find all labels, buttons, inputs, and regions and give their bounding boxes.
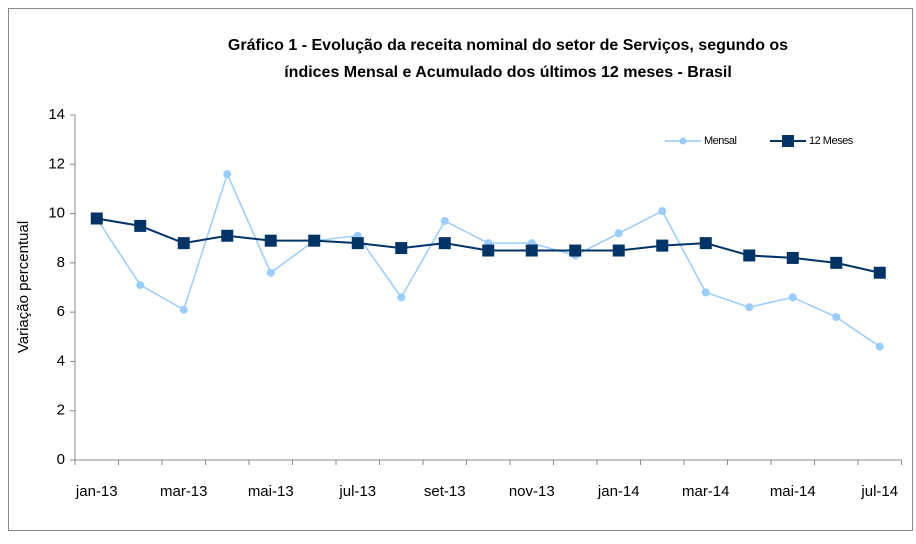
marker bbox=[482, 244, 495, 257]
marker bbox=[658, 207, 667, 216]
marker bbox=[351, 237, 364, 250]
y-tick-label: 2 bbox=[57, 402, 65, 419]
marker bbox=[440, 216, 449, 225]
marker bbox=[90, 212, 103, 225]
marker bbox=[525, 244, 538, 257]
legend-marker bbox=[679, 137, 687, 145]
y-axis-label: Variação percentual bbox=[15, 221, 32, 353]
y-tick-label: 0 bbox=[57, 451, 65, 468]
marker bbox=[745, 303, 754, 312]
marker bbox=[264, 234, 277, 247]
marker bbox=[830, 256, 843, 269]
y-tick-label: 4 bbox=[57, 352, 65, 369]
marker bbox=[134, 219, 147, 232]
legend-label: 12 Meses bbox=[809, 135, 854, 147]
marker bbox=[266, 268, 275, 277]
x-tick-label: set-13 bbox=[424, 483, 466, 500]
marker bbox=[397, 293, 406, 302]
y-tick-label: 8 bbox=[57, 254, 65, 271]
marker bbox=[223, 170, 232, 179]
marker bbox=[569, 244, 582, 257]
marker bbox=[832, 313, 841, 322]
marker bbox=[875, 342, 884, 351]
marker bbox=[701, 288, 710, 297]
x-tick-label: mar-13 bbox=[160, 483, 208, 500]
x-tick-label: jan-13 bbox=[75, 483, 118, 500]
x-tick-label: mai-14 bbox=[770, 483, 816, 500]
y-tick-label: 12 bbox=[48, 155, 65, 172]
marker bbox=[873, 266, 886, 279]
x-tick-label: mar-14 bbox=[682, 483, 730, 500]
marker bbox=[612, 244, 625, 257]
legend-marker bbox=[782, 135, 794, 147]
x-tick-label: jan-14 bbox=[597, 483, 640, 500]
marker bbox=[308, 234, 321, 247]
chart-title: Gráfico 1 - Evolução da receita nominal … bbox=[228, 37, 788, 54]
marker bbox=[395, 242, 408, 255]
marker bbox=[177, 237, 190, 250]
x-tick-label: jul-13 bbox=[338, 483, 376, 500]
marker bbox=[179, 305, 188, 314]
marker bbox=[699, 237, 712, 250]
chart-subtitle: índices Mensal e Acumulado dos últimos 1… bbox=[284, 64, 732, 81]
x-tick-label: mai-13 bbox=[248, 483, 294, 500]
marker bbox=[136, 281, 145, 290]
marker bbox=[656, 239, 669, 252]
y-tick-label: 14 bbox=[48, 106, 65, 123]
marker bbox=[221, 229, 234, 242]
x-tick-label: jul-14 bbox=[860, 483, 898, 500]
marker bbox=[438, 237, 451, 250]
legend-label: Mensal bbox=[704, 135, 737, 147]
y-tick-label: 10 bbox=[48, 205, 65, 222]
marker bbox=[614, 229, 623, 238]
marker bbox=[743, 249, 756, 262]
marker bbox=[788, 293, 797, 302]
x-tick-label: nov-13 bbox=[509, 483, 555, 500]
chart-frame bbox=[8, 8, 913, 531]
y-tick-label: 6 bbox=[57, 303, 65, 320]
marker bbox=[786, 251, 799, 264]
